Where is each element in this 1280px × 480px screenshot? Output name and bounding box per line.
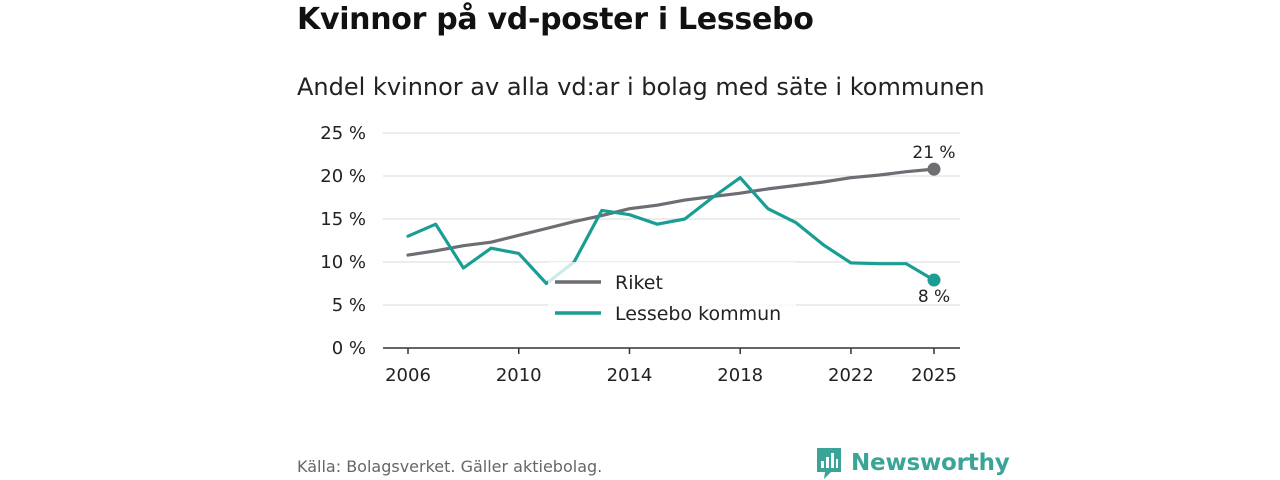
legend-label: Lessebo kommun (615, 303, 781, 325)
y-tick-label: 0 % (332, 338, 366, 359)
x-tick-label: 2025 (911, 365, 957, 386)
x-tick-label: 2010 (496, 365, 542, 386)
y-tick-label: 25 % (320, 123, 366, 144)
y-tick-label: 10 % (320, 252, 366, 273)
brand-logo[interactable]: Newsworthy (815, 446, 1010, 480)
x-tick-label: 2018 (717, 365, 763, 386)
source-note: Källa: Bolagsverket. Gäller aktiebolag. (297, 457, 603, 476)
chart-subtitle: Andel kvinnor av alla vd:ar i bolag med … (297, 73, 985, 101)
x-tick-label: 2014 (607, 365, 653, 386)
chart-title: Kvinnor på vd-poster i Lessebo (297, 2, 814, 37)
legend-label: Riket (615, 272, 663, 294)
x-tick-label: 2022 (828, 365, 874, 386)
x-tick-label: 2006 (385, 365, 431, 386)
newsworthy-logo-icon (817, 448, 841, 479)
legend-background (548, 262, 796, 330)
y-tick-label: 15 % (320, 209, 366, 230)
brand-name: Newsworthy (851, 450, 1010, 476)
y-tick-label: 20 % (320, 166, 366, 187)
end-label-riket: 21 % (912, 143, 955, 163)
end-label-lessebo: 8 % (918, 287, 950, 307)
series-end-point (927, 162, 941, 176)
series-line-riket (406, 167, 936, 257)
y-tick-label: 5 % (332, 295, 366, 316)
series-line-lessebo (406, 176, 936, 286)
series-end-point (927, 273, 941, 287)
